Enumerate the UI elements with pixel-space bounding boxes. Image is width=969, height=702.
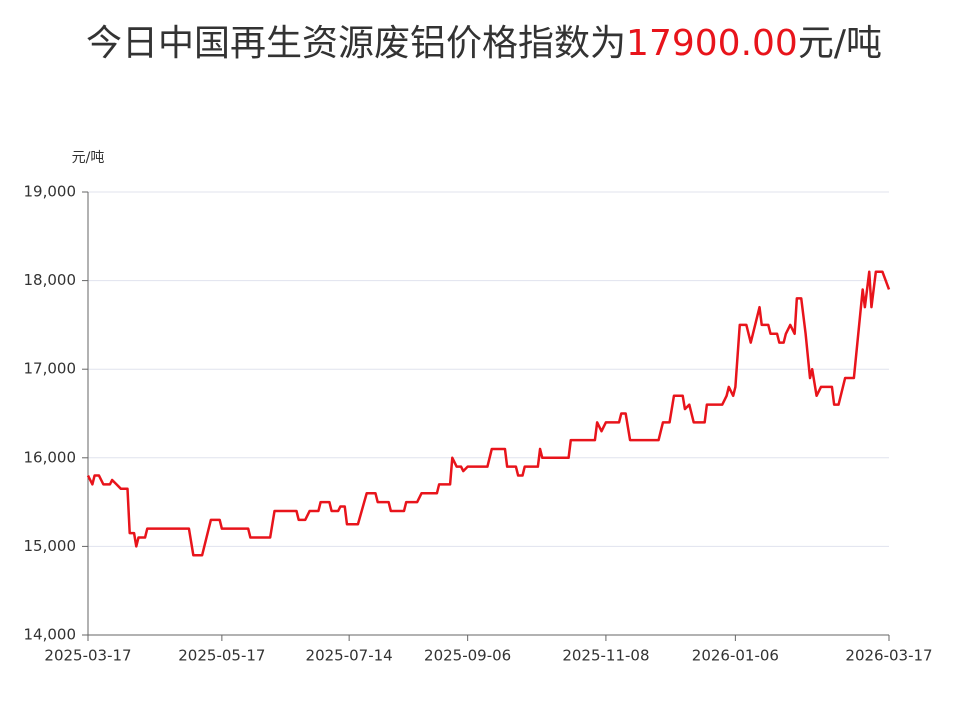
x-tick-label: 2025-11-08 <box>562 647 649 665</box>
x-tick-label: 2026-01-06 <box>692 647 779 665</box>
x-tick-label: 2025-07-14 <box>306 647 393 665</box>
x-tick-label: 2025-05-17 <box>178 647 265 665</box>
y-tick-label: 15,000 <box>24 537 77 555</box>
price-line <box>86 270 891 557</box>
y-tick-label: 18,000 <box>24 271 77 289</box>
x-tick-label: 2026-03-17 <box>845 647 932 665</box>
y-tick-label: 19,000 <box>24 183 77 201</box>
y-tick-label: 14,000 <box>24 626 77 644</box>
x-tick-label: 2025-03-17 <box>44 647 131 665</box>
title-text: 今日中国再生资源废铝价格指数为 <box>86 23 626 64</box>
y-tick-label: 16,000 <box>24 448 77 466</box>
y-tick-label: 17,000 <box>24 360 77 378</box>
title-unit: 元/吨 <box>798 23 882 64</box>
title-value: 17900.00 <box>626 23 798 64</box>
x-tick-label: 2025-09-06 <box>424 647 511 665</box>
chart-title: 今日中国再生资源废铝价格指数为17900.00元/吨 <box>86 23 882 64</box>
y-axis-label: 元/吨 <box>72 150 105 166</box>
